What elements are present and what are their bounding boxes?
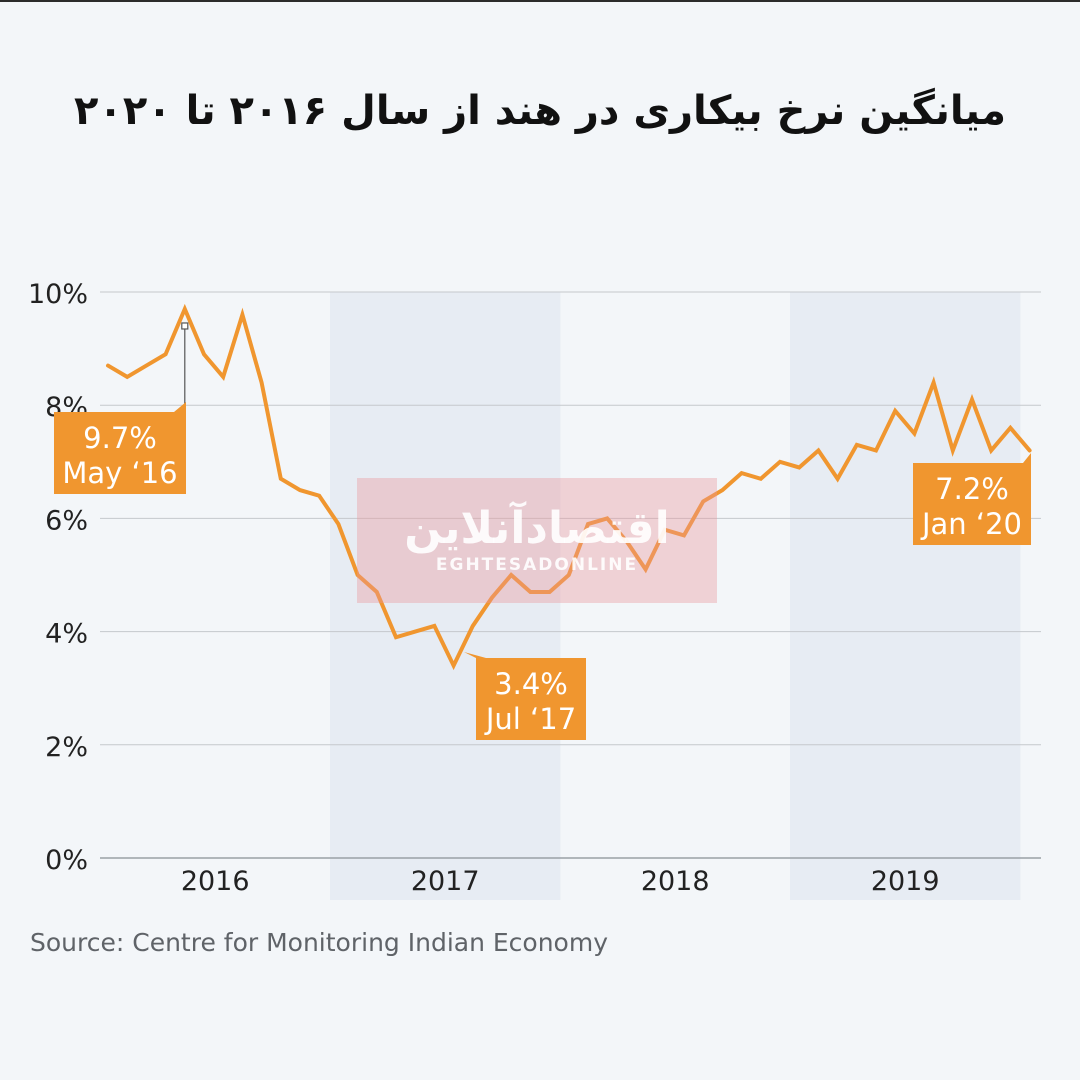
annotation-value-label: 9.7% [83,421,157,455]
x-tick-label: 2017 [411,866,480,897]
annotation-value-label: 3.4% [494,667,568,701]
source-note: Source: Centre for Monitoring Indian Eco… [30,928,609,957]
annotation-marker [181,322,189,330]
year-band-2019 [790,292,1021,900]
chart-title: میانگین نرخ بیکاری در هند از سال ۲۰۱۶ تا… [74,88,1006,134]
x-tick-label: 2019 [871,866,940,897]
y-tick-label: 2% [45,732,88,763]
watermark-subtext: EGHTESADONLINE [435,554,639,575]
annotation-date-label: May ‘16 [62,456,177,490]
y-tick-label: 10% [28,279,88,310]
series-line [106,303,1032,671]
annotation-box [476,658,586,740]
watermark-text: اقتصادآنلاین [404,502,670,554]
y-tick-label: 0% [45,845,88,876]
year-band-2017 [330,292,561,900]
x-tick-label: 2018 [641,866,710,897]
y-tick-label: 4% [45,619,88,650]
x-tick-label: 2016 [181,866,250,897]
annotation-date-label: Jan ‘20 [920,507,1022,541]
annotation-date-label: Jul ‘17 [484,702,576,736]
annotation-pointer [464,652,486,658]
top-border [0,0,1080,2]
y-tick-label: 6% [45,505,88,536]
annotation-box [913,453,1031,545]
annotation-value-label: 7.2% [935,472,1009,506]
watermark-logo: اقتصادآنلاین EGHTESADONLINE [357,478,717,603]
annotation-box [54,402,186,494]
